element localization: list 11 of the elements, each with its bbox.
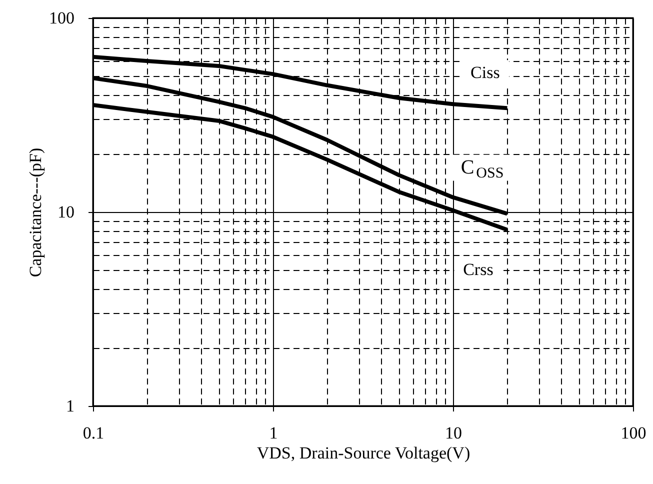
- series-label: Ciss: [470, 63, 500, 82]
- series-label: Crss: [463, 260, 494, 279]
- x-tick-label: 100: [620, 424, 646, 442]
- y-tick-label: 1: [66, 396, 74, 416]
- x-tick-label: 1: [269, 424, 278, 442]
- y-axis-title: Capacitance---(pF): [26, 148, 45, 278]
- y-tick-label: 100: [49, 8, 74, 28]
- x-axis-title: VDS, Drain-Source Voltage(V): [256, 444, 470, 462]
- y-tick-label: 10: [58, 202, 74, 222]
- x-tick-label: 0.1: [82, 424, 104, 442]
- x-tick-label: 10: [445, 424, 462, 442]
